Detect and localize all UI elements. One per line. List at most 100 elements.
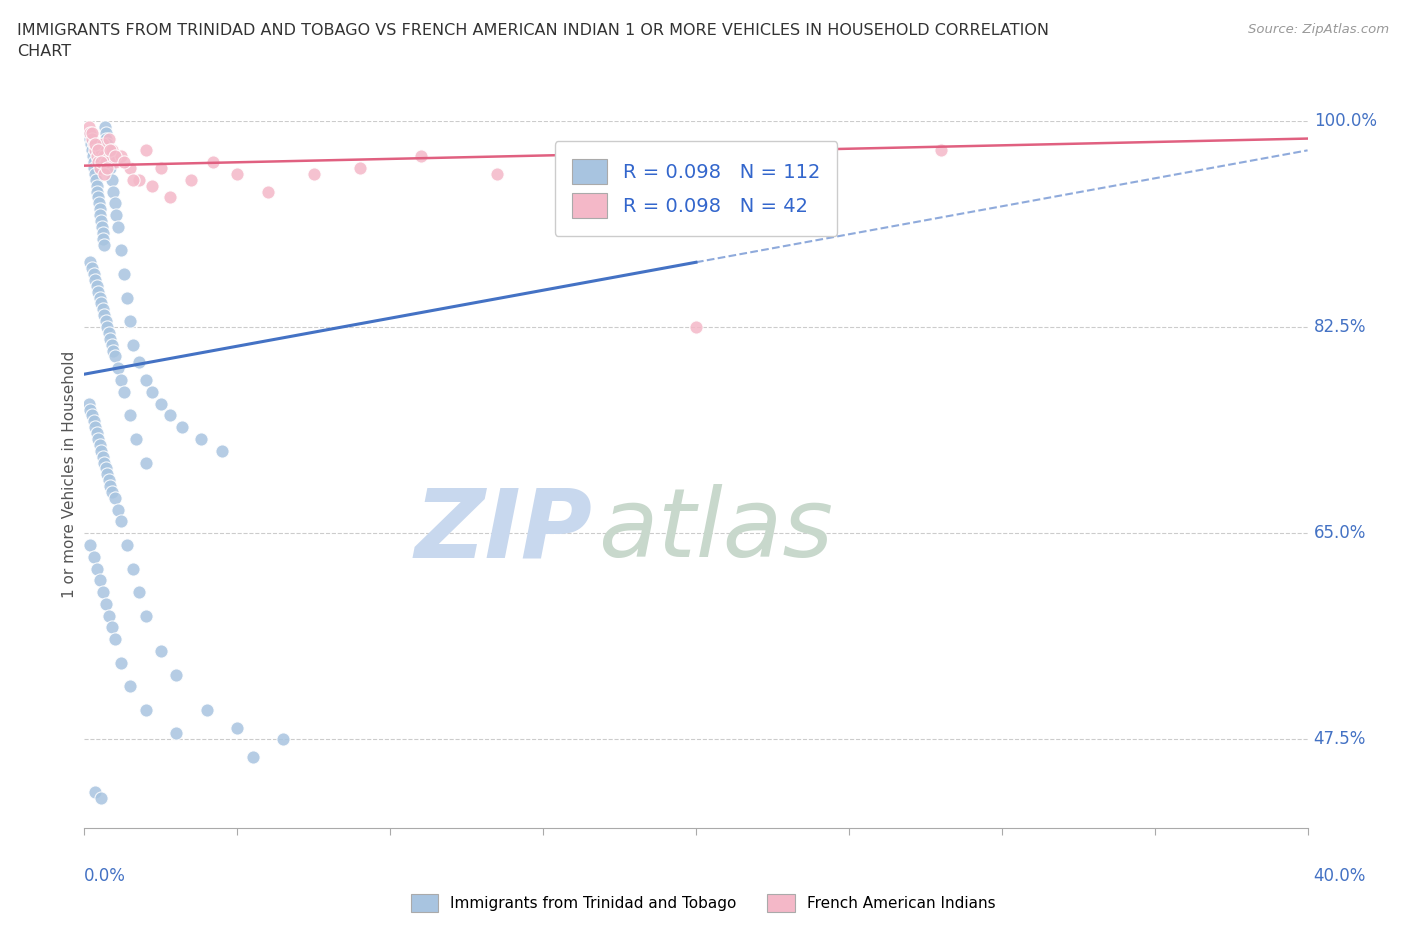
- Point: [98, 331, 121, 346]
- Point: [91, 137, 114, 152]
- Point: [90, 214, 112, 229]
- Point: [135, 373, 157, 388]
- Point: [103, 184, 125, 199]
- Y-axis label: 1 or more Vehicles in Household: 1 or more Vehicles in Household: [62, 351, 77, 598]
- Point: [120, 313, 142, 328]
- Point: [80, 260, 103, 275]
- Point: [165, 667, 187, 682]
- Point: [79, 255, 101, 270]
- Point: [122, 561, 145, 576]
- Text: 82.5%: 82.5%: [1313, 318, 1367, 336]
- Point: [96, 137, 118, 152]
- Point: [115, 290, 138, 305]
- Point: [104, 631, 127, 646]
- Point: [84, 172, 107, 187]
- Point: [91, 225, 114, 240]
- Text: IMMIGRANTS FROM TRINIDAD AND TOBAGO VS FRENCH AMERICAN INDIAN 1 OR MORE VEHICLES: IMMIGRANTS FROM TRINIDAD AND TOBAGO VS F…: [17, 23, 1049, 60]
- Point: [91, 232, 114, 246]
- Point: [97, 326, 120, 340]
- Point: [86, 179, 108, 193]
- Point: [77, 126, 100, 140]
- Point: [120, 679, 142, 694]
- Text: ZIP: ZIP: [415, 485, 592, 578]
- Point: [104, 196, 127, 211]
- Point: [80, 408, 103, 423]
- Point: [80, 143, 103, 158]
- Point: [96, 131, 118, 146]
- Point: [135, 455, 157, 470]
- Point: [93, 308, 115, 323]
- Point: [190, 432, 212, 446]
- Point: [141, 179, 163, 193]
- Point: [165, 726, 187, 741]
- Text: 0.0%: 0.0%: [84, 867, 127, 884]
- Point: [94, 154, 117, 169]
- Point: [86, 561, 108, 576]
- Point: [107, 361, 129, 376]
- Point: [84, 143, 107, 158]
- Point: [201, 154, 224, 169]
- Point: [83, 137, 105, 152]
- Point: [486, 166, 509, 181]
- Point: [110, 373, 132, 388]
- Point: [97, 608, 120, 623]
- Point: [77, 119, 100, 134]
- Point: [271, 732, 294, 747]
- Point: [84, 419, 107, 434]
- Point: [87, 190, 110, 205]
- Point: [98, 161, 121, 176]
- Point: [122, 172, 145, 187]
- Point: [84, 166, 107, 181]
- Point: [105, 207, 128, 222]
- Point: [90, 296, 112, 311]
- Point: [90, 790, 112, 805]
- Text: atlas: atlas: [598, 485, 834, 578]
- Point: [90, 444, 112, 458]
- Point: [685, 320, 707, 335]
- Point: [91, 449, 114, 464]
- Point: [87, 154, 110, 169]
- Legend: R = 0.098   N = 112, R = 0.098   N = 42: R = 0.098 N = 112, R = 0.098 N = 42: [554, 141, 838, 236]
- Point: [89, 161, 111, 176]
- Point: [82, 149, 104, 164]
- Point: [97, 143, 120, 158]
- Point: [98, 479, 121, 494]
- Point: [79, 126, 101, 140]
- Point: [112, 267, 135, 282]
- Point: [104, 490, 127, 505]
- Point: [135, 702, 157, 717]
- Point: [94, 461, 117, 476]
- Point: [97, 472, 120, 487]
- Point: [135, 143, 157, 158]
- Point: [96, 320, 118, 335]
- Point: [104, 349, 127, 364]
- Point: [104, 149, 127, 164]
- Point: [195, 702, 218, 717]
- Point: [84, 137, 107, 152]
- Point: [84, 272, 107, 287]
- Point: [94, 313, 117, 328]
- Point: [101, 172, 124, 187]
- Point: [101, 485, 124, 499]
- Point: [87, 285, 110, 299]
- Point: [104, 154, 127, 169]
- Point: [110, 656, 132, 671]
- Point: [83, 267, 105, 282]
- Point: [226, 720, 249, 735]
- Point: [159, 190, 181, 205]
- Point: [107, 219, 129, 234]
- Point: [93, 149, 115, 164]
- Point: [87, 143, 110, 158]
- Point: [103, 343, 125, 358]
- Point: [83, 154, 105, 169]
- Point: [89, 573, 111, 588]
- Point: [90, 154, 112, 169]
- Point: [112, 154, 135, 169]
- Point: [96, 467, 118, 482]
- Point: [929, 143, 952, 158]
- Point: [86, 149, 108, 164]
- Point: [141, 384, 163, 399]
- Point: [77, 396, 100, 411]
- Point: [180, 172, 202, 187]
- Point: [120, 161, 142, 176]
